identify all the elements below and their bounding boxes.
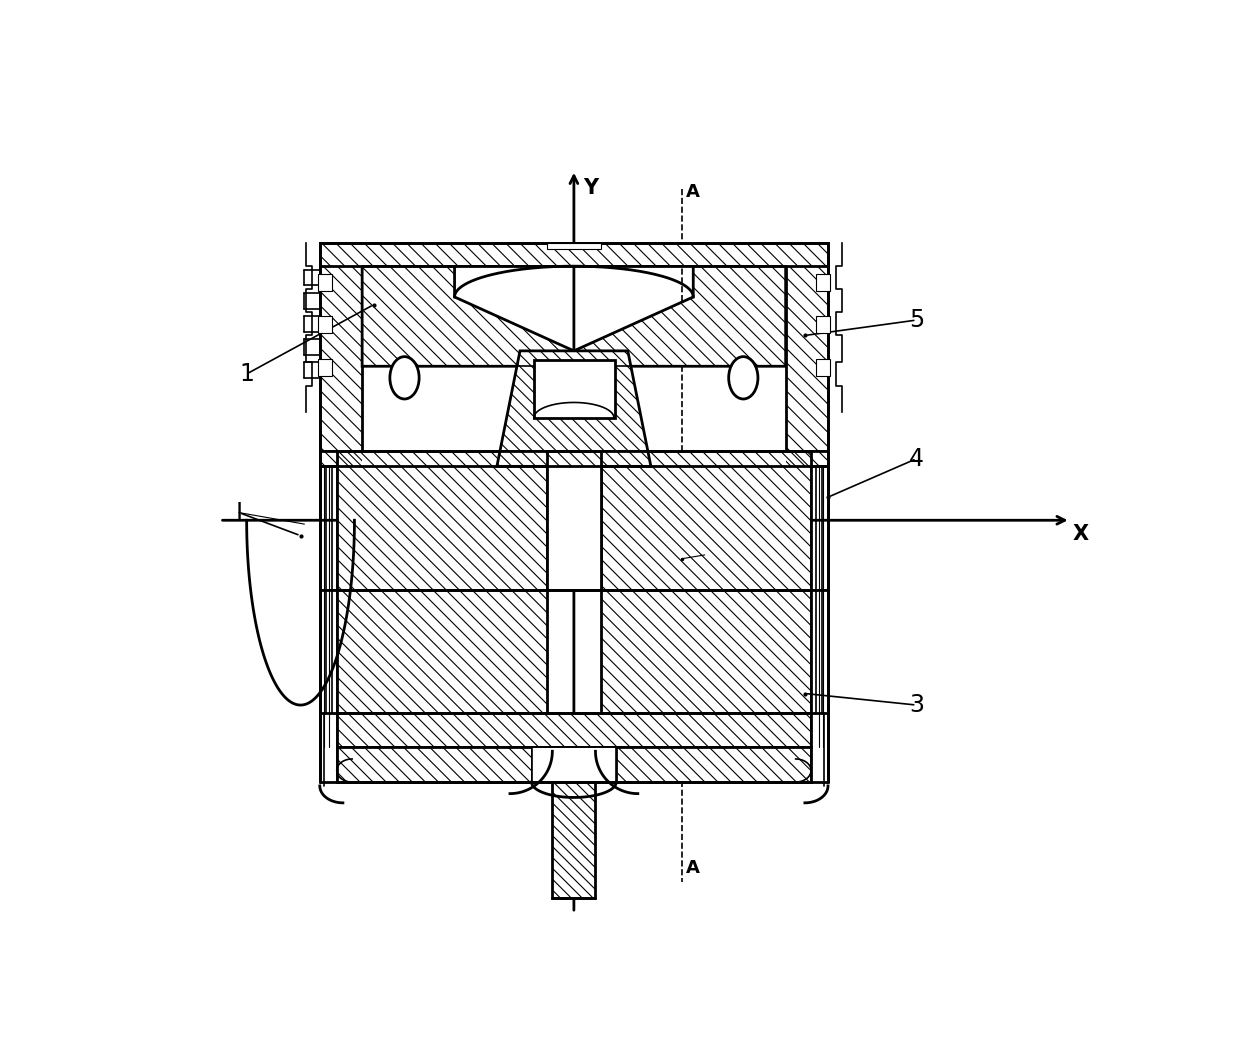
FancyBboxPatch shape <box>816 274 830 291</box>
Text: X: X <box>1073 524 1089 544</box>
Ellipse shape <box>729 356 758 399</box>
FancyBboxPatch shape <box>816 358 830 375</box>
Text: 1: 1 <box>239 362 254 386</box>
Polygon shape <box>337 451 547 590</box>
Bar <box>534 360 615 418</box>
Polygon shape <box>337 451 547 590</box>
Polygon shape <box>574 266 786 367</box>
Text: A: A <box>686 859 701 877</box>
Bar <box>547 451 601 590</box>
Text: 4: 4 <box>909 446 924 471</box>
Text: 5: 5 <box>909 308 924 332</box>
FancyBboxPatch shape <box>319 274 332 291</box>
Polygon shape <box>320 243 828 266</box>
Polygon shape <box>786 243 828 467</box>
Polygon shape <box>574 266 786 367</box>
Polygon shape <box>337 590 547 713</box>
Ellipse shape <box>389 356 419 399</box>
Polygon shape <box>497 351 651 467</box>
Polygon shape <box>337 747 532 782</box>
Polygon shape <box>497 351 651 467</box>
Polygon shape <box>320 243 362 467</box>
Text: A: A <box>686 183 701 201</box>
Polygon shape <box>601 590 811 713</box>
Polygon shape <box>362 266 574 367</box>
Bar <box>532 747 616 782</box>
Polygon shape <box>362 266 574 367</box>
Polygon shape <box>337 713 811 747</box>
Text: Y: Y <box>583 178 598 198</box>
Polygon shape <box>337 713 811 747</box>
Bar <box>547 243 601 249</box>
Polygon shape <box>616 747 811 782</box>
Text: 3: 3 <box>909 693 924 718</box>
Polygon shape <box>552 752 595 897</box>
Polygon shape <box>320 243 362 467</box>
Polygon shape <box>786 243 828 467</box>
Polygon shape <box>616 747 811 782</box>
FancyBboxPatch shape <box>319 316 332 333</box>
Polygon shape <box>601 451 811 590</box>
Polygon shape <box>337 590 547 713</box>
Polygon shape <box>552 752 595 897</box>
FancyBboxPatch shape <box>816 316 830 333</box>
FancyBboxPatch shape <box>319 358 332 375</box>
Polygon shape <box>337 747 532 782</box>
Polygon shape <box>601 590 811 713</box>
Polygon shape <box>320 243 828 266</box>
Text: I: I <box>236 501 243 524</box>
Polygon shape <box>601 451 811 590</box>
